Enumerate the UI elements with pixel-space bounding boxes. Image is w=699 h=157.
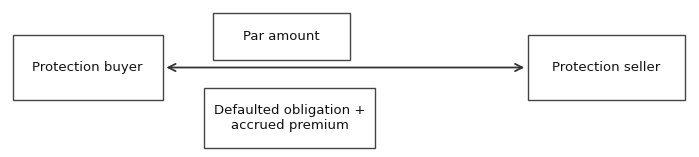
FancyBboxPatch shape — [204, 88, 375, 148]
Text: Protection buyer: Protection buyer — [32, 61, 143, 74]
FancyBboxPatch shape — [528, 35, 685, 100]
Text: Protection seller: Protection seller — [552, 61, 661, 74]
Text: Defaulted obligation +
accrued premium: Defaulted obligation + accrued premium — [214, 104, 366, 132]
FancyBboxPatch shape — [213, 13, 350, 60]
FancyBboxPatch shape — [13, 35, 163, 100]
Text: Par amount: Par amount — [243, 30, 319, 43]
